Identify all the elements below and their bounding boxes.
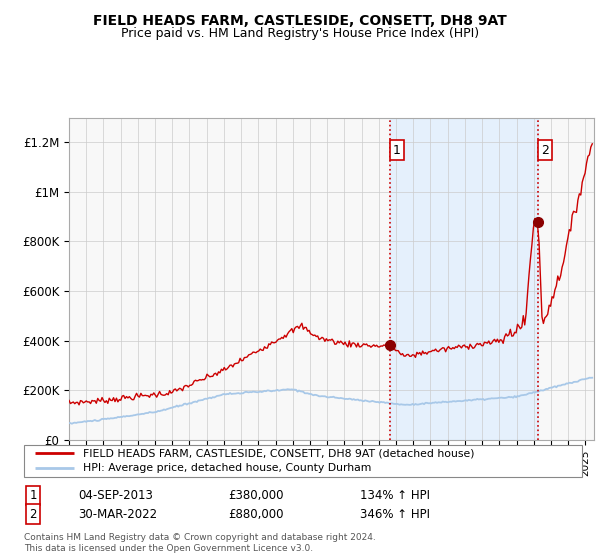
Text: HPI: Average price, detached house, County Durham: HPI: Average price, detached house, Coun… bbox=[83, 463, 371, 473]
Text: Price paid vs. HM Land Registry's House Price Index (HPI): Price paid vs. HM Land Registry's House … bbox=[121, 27, 479, 40]
Bar bbox=[391, 118, 538, 440]
Text: 2: 2 bbox=[29, 507, 37, 521]
Text: 1: 1 bbox=[29, 489, 37, 502]
Text: FIELD HEADS FARM, CASTLESIDE, CONSETT, DH8 9AT: FIELD HEADS FARM, CASTLESIDE, CONSETT, D… bbox=[93, 14, 507, 28]
Text: 134% ↑ HPI: 134% ↑ HPI bbox=[360, 489, 430, 502]
Text: £380,000: £380,000 bbox=[228, 489, 284, 502]
Text: Contains HM Land Registry data © Crown copyright and database right 2024.
This d: Contains HM Land Registry data © Crown c… bbox=[24, 533, 376, 553]
Text: 2: 2 bbox=[541, 143, 548, 157]
Text: £880,000: £880,000 bbox=[228, 507, 284, 521]
Text: 346% ↑ HPI: 346% ↑ HPI bbox=[360, 507, 430, 521]
Text: 30-MAR-2022: 30-MAR-2022 bbox=[78, 507, 157, 521]
Text: 04-SEP-2013: 04-SEP-2013 bbox=[78, 489, 153, 502]
FancyBboxPatch shape bbox=[24, 445, 582, 477]
Text: FIELD HEADS FARM, CASTLESIDE, CONSETT, DH8 9AT (detached house): FIELD HEADS FARM, CASTLESIDE, CONSETT, D… bbox=[83, 449, 474, 459]
Text: 1: 1 bbox=[393, 143, 401, 157]
